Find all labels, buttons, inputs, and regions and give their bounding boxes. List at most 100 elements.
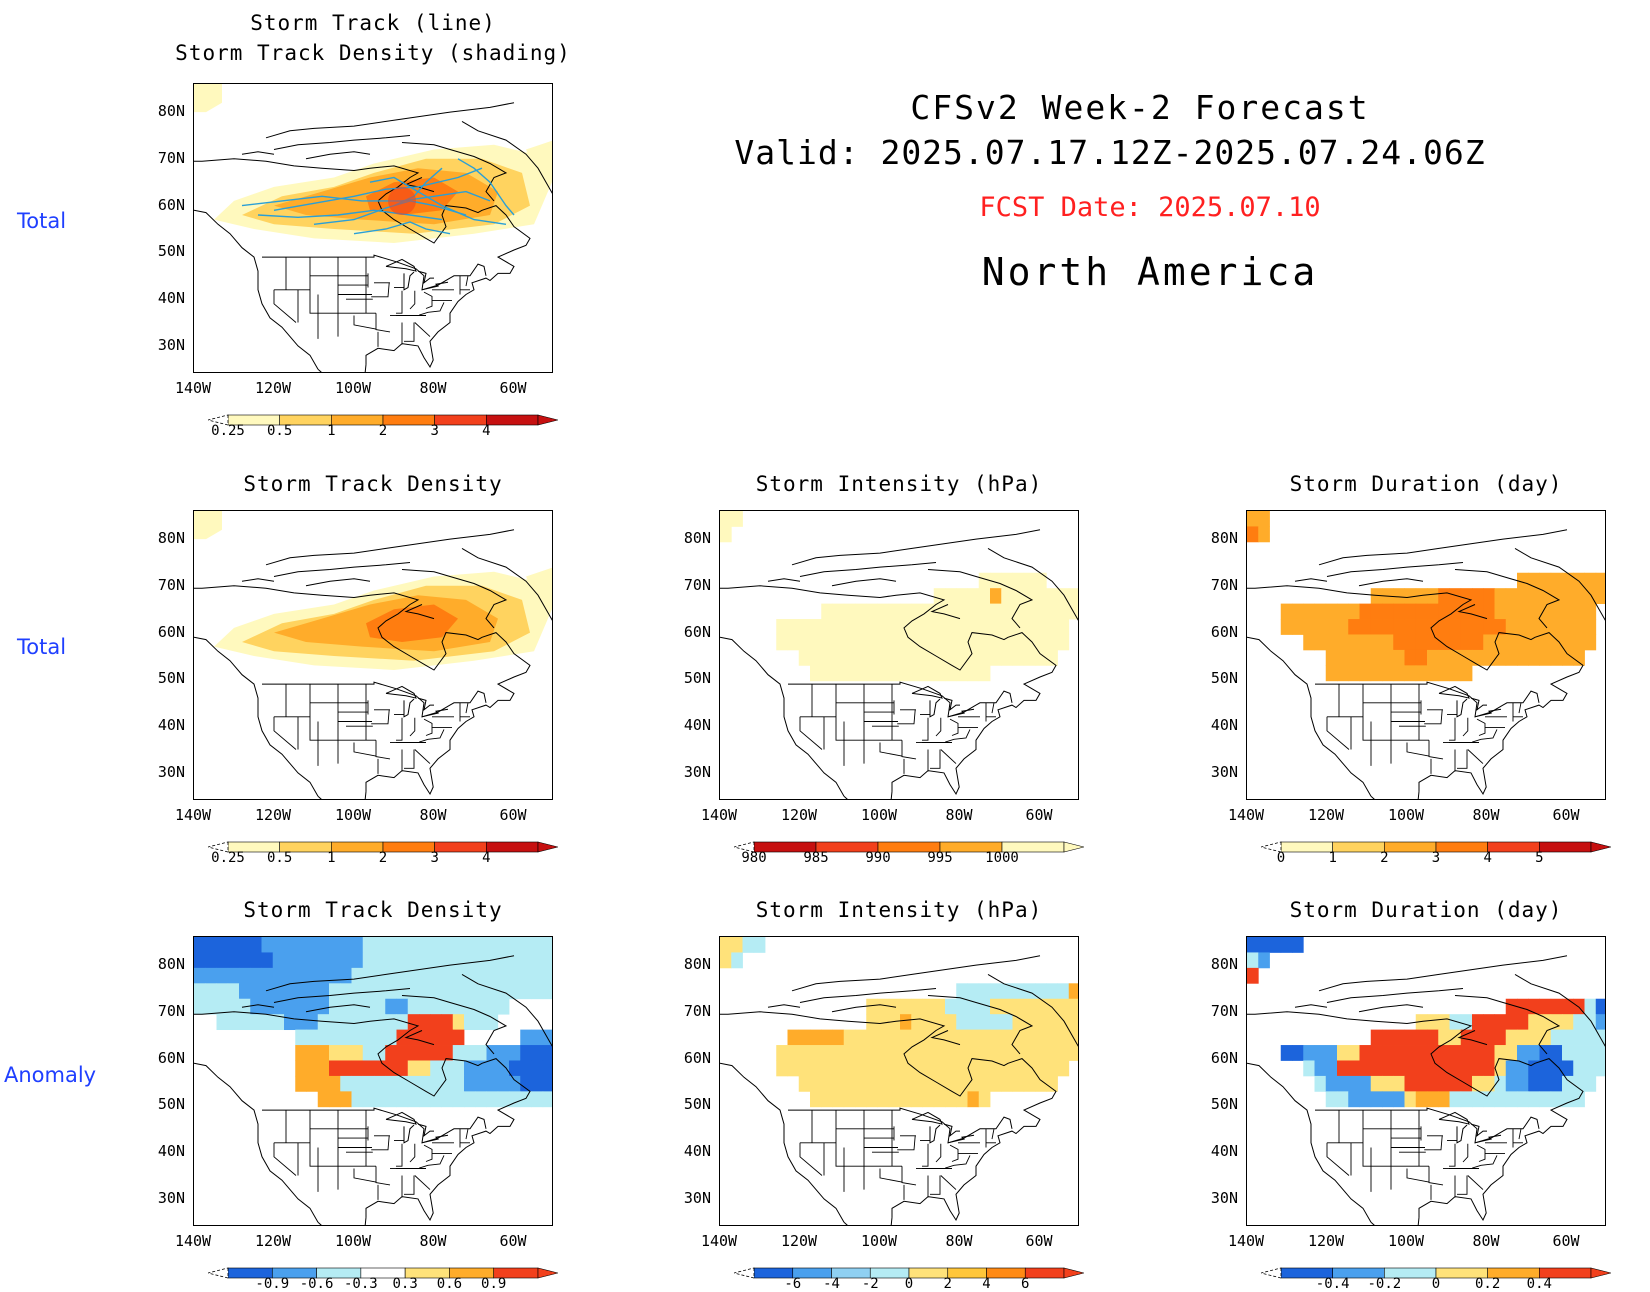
grid-cell bbox=[295, 1029, 307, 1046]
grid-cell bbox=[1427, 1091, 1439, 1108]
grid-cell bbox=[1068, 983, 1078, 1000]
grid-cell bbox=[1528, 1014, 1540, 1031]
grid-cell bbox=[1001, 619, 1013, 635]
lon-tick-label: 80W bbox=[945, 806, 973, 824]
lon-tick-label: 80W bbox=[945, 1232, 973, 1250]
storm-track-line bbox=[241, 190, 491, 207]
grid-cell bbox=[945, 634, 957, 651]
grid-cell bbox=[1325, 619, 1338, 635]
lat-tick-label: 40N bbox=[683, 716, 711, 735]
grid-cell bbox=[509, 1075, 521, 1092]
grid-cell bbox=[1023, 1045, 1036, 1061]
grid-cell bbox=[486, 1014, 499, 1031]
grid-cell bbox=[531, 1029, 544, 1046]
grid-cell bbox=[798, 1045, 811, 1061]
grid-cell bbox=[1449, 665, 1462, 682]
grid-cell bbox=[888, 619, 901, 635]
grid-cell bbox=[742, 937, 755, 953]
lon-tick-label: 80W bbox=[419, 806, 447, 824]
grid-cell bbox=[956, 1014, 968, 1031]
grid-cell bbox=[1247, 526, 1259, 543]
grid-cell bbox=[1348, 603, 1360, 620]
grid-cell bbox=[1550, 1014, 1563, 1031]
grid-cell bbox=[956, 983, 968, 1000]
grid-cell bbox=[855, 634, 867, 651]
grid-cell bbox=[194, 937, 206, 953]
grid-cell bbox=[1539, 1075, 1552, 1092]
grid-cell bbox=[351, 1075, 364, 1092]
colorbar-label: 0.4 bbox=[1526, 1276, 1552, 1292]
grid-cell bbox=[866, 1091, 878, 1108]
grid-cell bbox=[1550, 1045, 1563, 1061]
grid-cell bbox=[1046, 1075, 1058, 1092]
grid-cell bbox=[317, 952, 330, 969]
grid-cell bbox=[1494, 634, 1507, 651]
colorbar-label: -0.2 bbox=[1367, 1276, 1402, 1292]
grid-cell bbox=[542, 1091, 552, 1108]
grid-cell bbox=[1562, 1014, 1574, 1031]
grid-cell bbox=[1427, 649, 1439, 666]
grid-cell bbox=[1584, 1075, 1597, 1092]
grid-cell bbox=[832, 603, 845, 620]
colorbar bbox=[734, 841, 1084, 853]
grid-cell bbox=[531, 1091, 544, 1108]
grid-cell bbox=[855, 619, 867, 635]
lon-tick-label: 120W bbox=[254, 806, 292, 824]
grid-cell bbox=[810, 665, 822, 682]
grid-cell bbox=[810, 619, 822, 635]
grid-cell bbox=[194, 952, 206, 969]
grid-cell bbox=[1562, 634, 1574, 651]
grid-cell bbox=[1573, 1075, 1585, 1092]
grid-cell bbox=[1404, 649, 1417, 666]
lat-tick-label: 60N bbox=[683, 1048, 711, 1067]
grid-cell bbox=[1562, 1091, 1574, 1108]
grid-cell bbox=[441, 998, 454, 1015]
grid-cell bbox=[1023, 634, 1036, 651]
grid-cell bbox=[374, 1075, 386, 1092]
grid-cell bbox=[1584, 572, 1597, 589]
grid-cell bbox=[1539, 1045, 1552, 1061]
grid-cell bbox=[1539, 572, 1552, 589]
grid-cell bbox=[509, 937, 521, 953]
grid-cell bbox=[205, 998, 217, 1015]
lat-tick-label: 70N bbox=[157, 1001, 185, 1020]
grid-cell bbox=[1562, 603, 1574, 620]
grid-cell bbox=[261, 983, 274, 1000]
lat-tick-label: 50N bbox=[157, 669, 185, 688]
grid-cell bbox=[945, 998, 957, 1015]
grid-cell bbox=[978, 1075, 991, 1092]
grid-cell bbox=[855, 1029, 867, 1046]
grid-cell bbox=[441, 1045, 454, 1061]
grid-cell bbox=[1562, 1045, 1574, 1061]
grid-cell bbox=[1438, 603, 1450, 620]
grid-cell bbox=[843, 1091, 856, 1108]
lon-tick-label: 100W bbox=[1387, 806, 1425, 824]
grid-cell bbox=[362, 1029, 375, 1046]
grid-cell bbox=[877, 634, 890, 651]
grid-cell bbox=[1550, 1091, 1563, 1108]
grid-cell bbox=[1035, 619, 1047, 635]
row-label-anomaly: Anomaly bbox=[4, 1063, 97, 1087]
grid-cell bbox=[956, 1075, 968, 1092]
colorbar-high-arrow bbox=[537, 1267, 558, 1279]
grid-cell bbox=[486, 937, 499, 953]
lon-tick-label: 80W bbox=[419, 379, 447, 397]
grid-cell bbox=[464, 937, 476, 953]
grid-cell bbox=[250, 952, 262, 969]
grid-cell bbox=[1292, 1045, 1304, 1061]
grid-cell bbox=[821, 1060, 833, 1077]
grid-cell bbox=[1359, 1075, 1372, 1092]
grid-cell bbox=[1370, 1045, 1383, 1061]
row-label-total-1: Total bbox=[17, 209, 67, 233]
grid-cell bbox=[1483, 1014, 1495, 1031]
grid-cell bbox=[821, 603, 833, 620]
grid-cell bbox=[753, 937, 766, 953]
grid-cell bbox=[452, 1060, 465, 1077]
grid-cell bbox=[1393, 588, 1405, 605]
lon-tick-label: 60W bbox=[1025, 1232, 1053, 1250]
grid-cell bbox=[877, 649, 890, 666]
grid-cell bbox=[1393, 649, 1405, 666]
grid-cell bbox=[272, 1014, 285, 1031]
grid-cell bbox=[1348, 649, 1360, 666]
grid-cell bbox=[385, 937, 397, 953]
